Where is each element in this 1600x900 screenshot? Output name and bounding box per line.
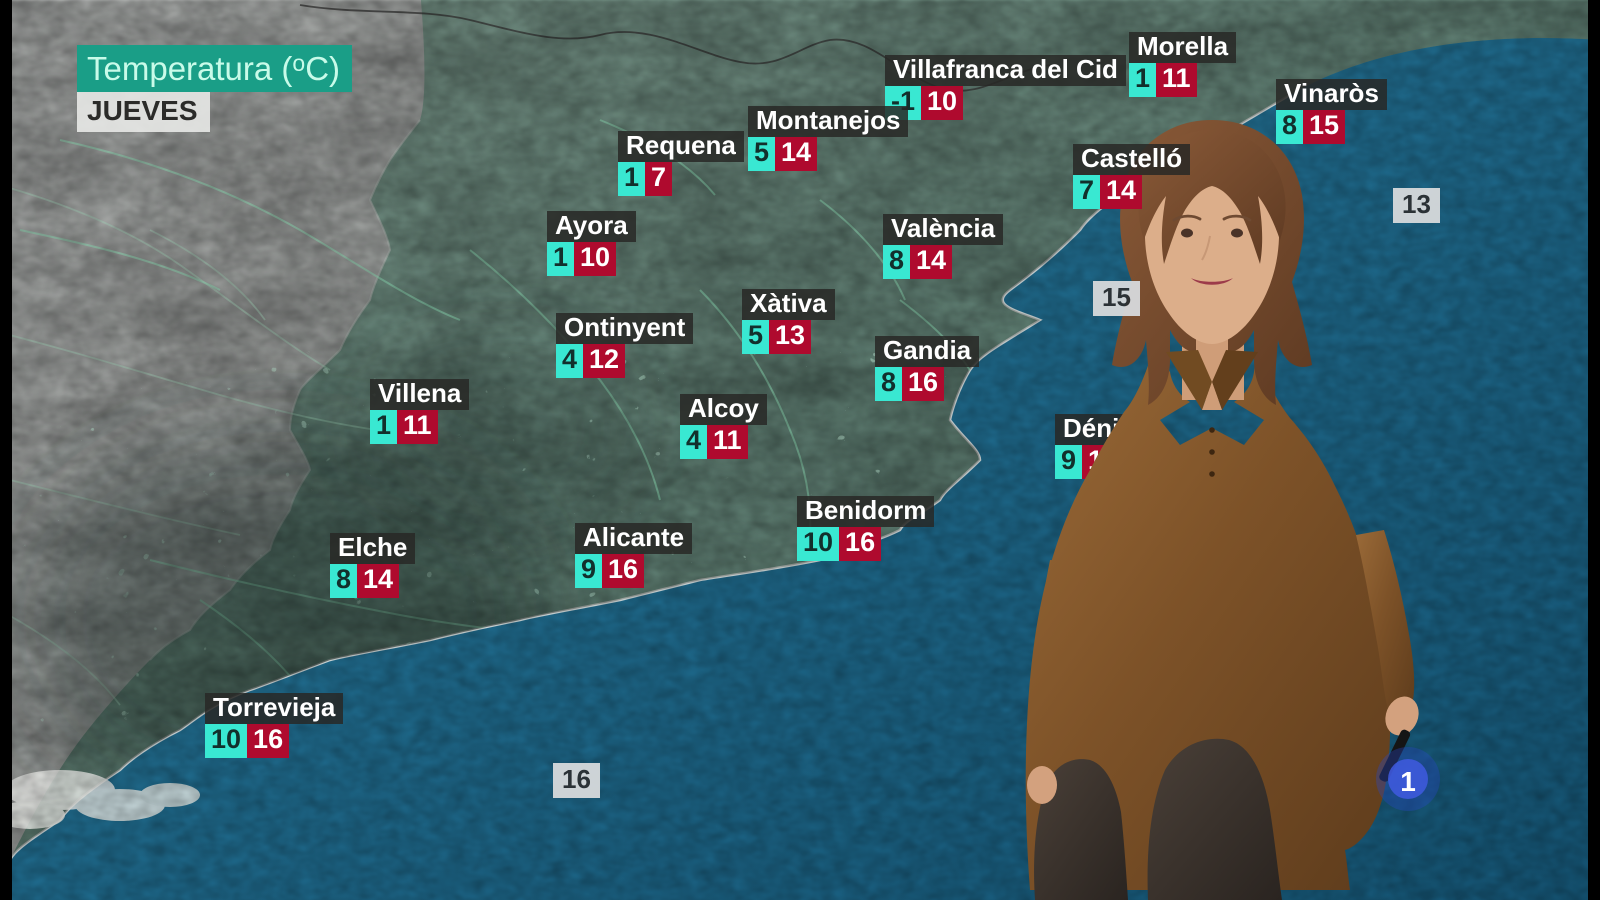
svg-text:1: 1 <box>1400 766 1416 797</box>
